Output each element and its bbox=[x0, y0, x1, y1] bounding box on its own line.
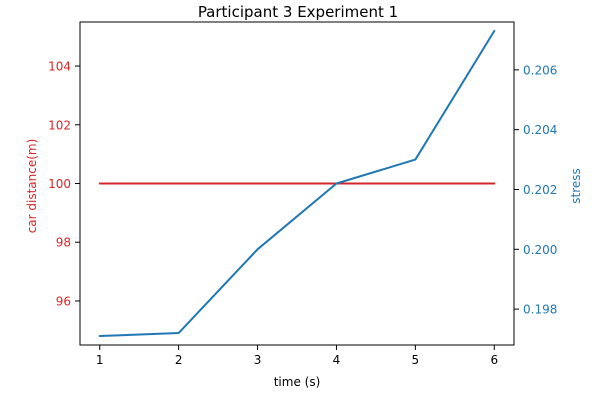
y-right-tick-label: 0.206 bbox=[523, 63, 557, 77]
x-tick-label: 1 bbox=[96, 353, 104, 367]
y-axis-right: 0.198 0.200 0.202 0.204 0.206 bbox=[514, 63, 557, 317]
plot-area bbox=[79, 21, 515, 346]
chart-title: Participant 3 Experiment 1 bbox=[198, 3, 398, 21]
x-tick-label: 3 bbox=[254, 353, 262, 367]
y-right-tick-label: 0.200 bbox=[523, 243, 557, 257]
y-axis-right-label: stress bbox=[569, 168, 583, 204]
y-right-tick-label: 0.198 bbox=[523, 303, 557, 317]
y-axis-left: 96 98 100 102 104 bbox=[48, 60, 80, 308]
y-left-tick-label: 100 bbox=[48, 177, 71, 191]
x-tick-label: 6 bbox=[490, 353, 498, 367]
y-left-tick-label: 104 bbox=[48, 60, 71, 74]
y-axis-left-label: car distance(m) bbox=[25, 139, 39, 234]
y-left-tick-label: 98 bbox=[56, 236, 71, 250]
x-tick-label: 4 bbox=[333, 353, 341, 367]
y-right-tick-label: 0.204 bbox=[523, 123, 557, 137]
y-right-tick-label: 0.202 bbox=[523, 183, 557, 197]
series-line-stress bbox=[98, 29, 496, 338]
x-tick-label: 2 bbox=[175, 353, 183, 367]
x-axis: 1 2 3 4 5 6 bbox=[96, 345, 498, 367]
y-left-tick-label: 102 bbox=[48, 118, 71, 132]
x-axis-label: time (s) bbox=[274, 375, 321, 389]
x-tick-label: 5 bbox=[412, 353, 420, 367]
y-left-tick-label: 96 bbox=[56, 294, 71, 308]
